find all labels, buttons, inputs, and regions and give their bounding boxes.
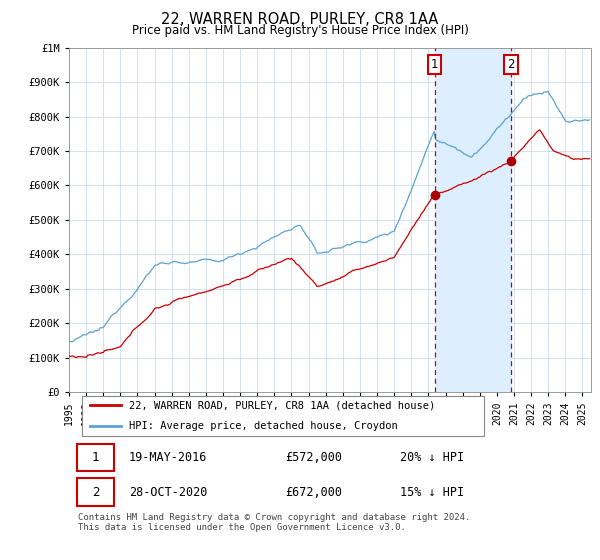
Text: 2: 2 xyxy=(507,58,515,71)
Text: 20% ↓ HPI: 20% ↓ HPI xyxy=(400,451,464,464)
Text: 22, WARREN ROAD, PURLEY, CR8 1AA: 22, WARREN ROAD, PURLEY, CR8 1AA xyxy=(161,12,439,27)
Text: 2: 2 xyxy=(92,486,100,499)
Text: 1: 1 xyxy=(431,58,439,71)
Text: HPI: Average price, detached house, Croydon: HPI: Average price, detached house, Croy… xyxy=(129,421,398,431)
Text: £672,000: £672,000 xyxy=(286,486,343,499)
Text: 22, WARREN ROAD, PURLEY, CR8 1AA (detached house): 22, WARREN ROAD, PURLEY, CR8 1AA (detach… xyxy=(129,400,435,410)
Text: 28-OCT-2020: 28-OCT-2020 xyxy=(129,486,208,499)
Text: Price paid vs. HM Land Registry's House Price Index (HPI): Price paid vs. HM Land Registry's House … xyxy=(131,24,469,36)
Text: 1: 1 xyxy=(92,451,100,464)
Bar xyxy=(77,444,115,471)
Text: 15% ↓ HPI: 15% ↓ HPI xyxy=(400,486,464,499)
Text: £572,000: £572,000 xyxy=(286,451,343,464)
Bar xyxy=(82,395,484,436)
Text: Contains HM Land Registry data © Crown copyright and database right 2024.
This d: Contains HM Land Registry data © Crown c… xyxy=(79,513,471,533)
Bar xyxy=(77,478,115,506)
Bar xyxy=(435,48,511,393)
Text: 19-MAY-2016: 19-MAY-2016 xyxy=(129,451,208,464)
